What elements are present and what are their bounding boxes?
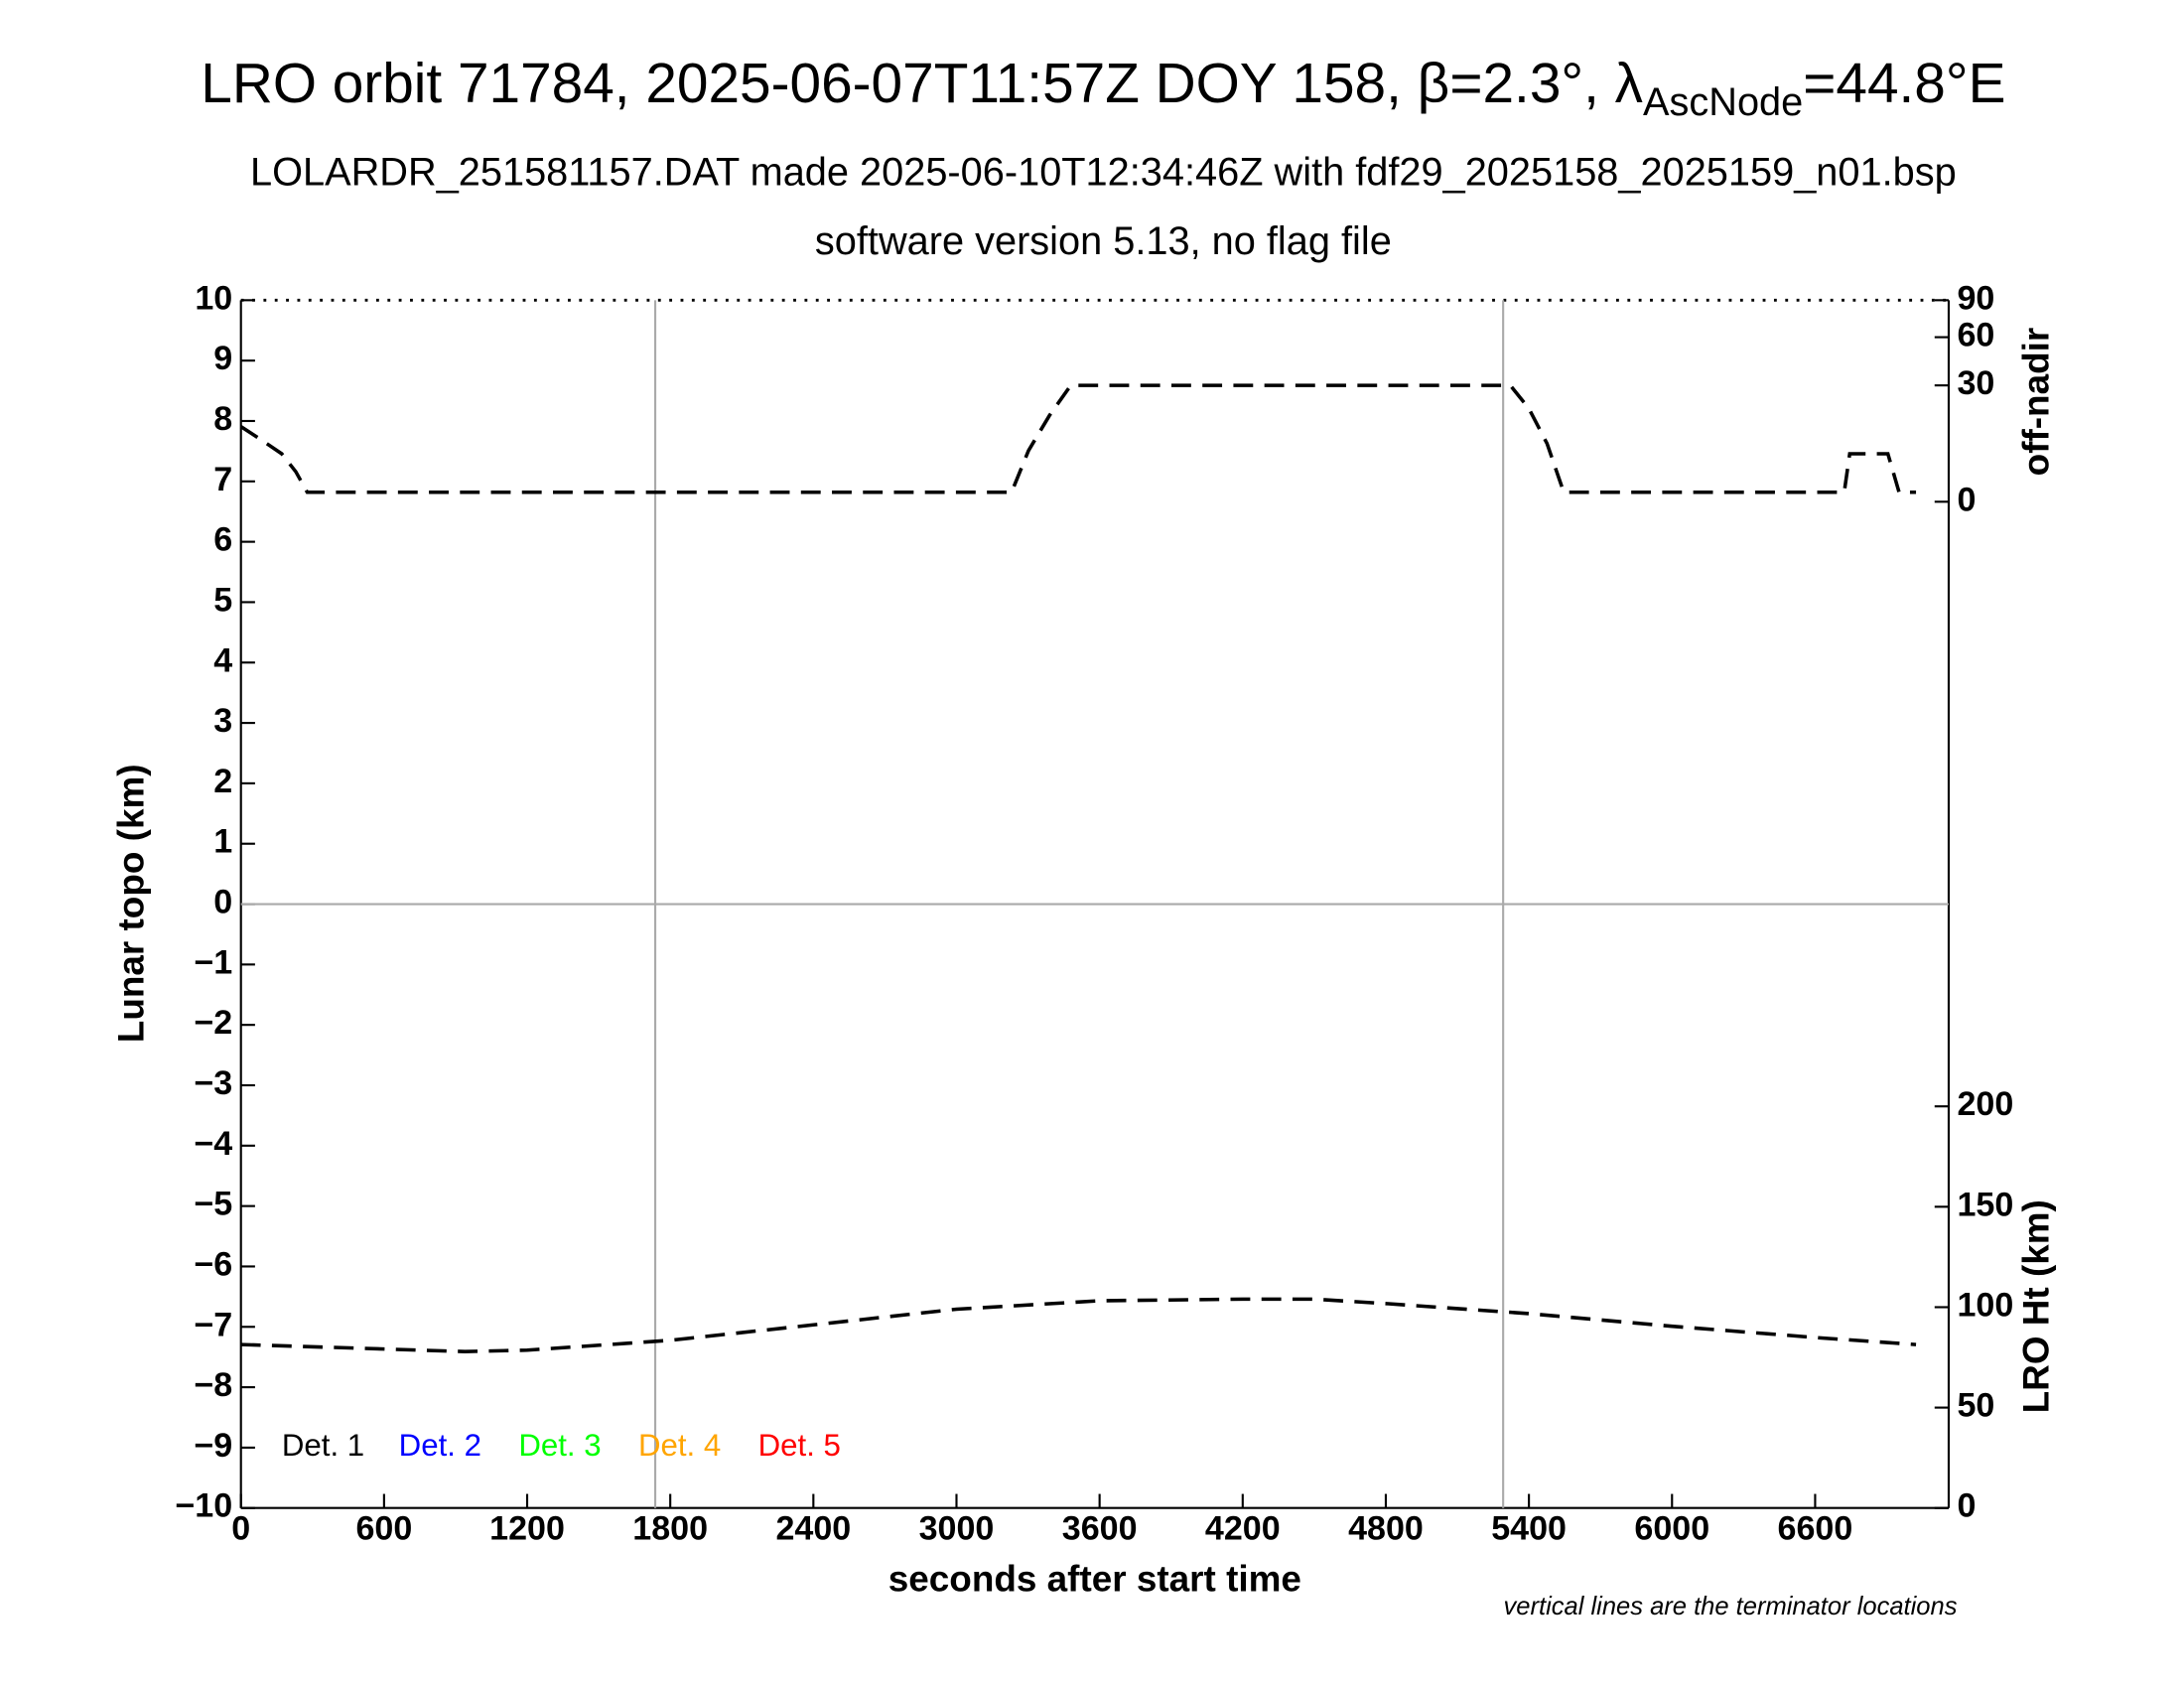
y-tick-label: −8 xyxy=(194,1366,232,1404)
y-tick-label: 0 xyxy=(213,884,232,921)
y2-axis-label: off-nadir xyxy=(2016,328,2057,477)
x-tick-label: 600 xyxy=(355,1509,412,1547)
x-tick-label: 2400 xyxy=(775,1509,851,1547)
x-tick-label: 3000 xyxy=(919,1509,995,1547)
subtitle: software version 5.13, no flag file xyxy=(815,219,1392,263)
y2-tick-label: 60 xyxy=(1957,317,1994,354)
legend-entry: Det. 2 xyxy=(399,1428,481,1463)
y-tick-label: 8 xyxy=(213,400,232,438)
y-axis-label: Lunar topo (km) xyxy=(111,764,152,1043)
legend-entry: Det. 1 xyxy=(282,1428,364,1463)
x-tick-label: 0 xyxy=(231,1509,250,1547)
y2-tick-label: 30 xyxy=(1957,364,1994,402)
y-tick-label: 6 xyxy=(213,521,232,559)
title-part: LRO orbit 71784, 2025-06-07T11:57Z DOY 1… xyxy=(201,53,1643,115)
y-tick-label: −2 xyxy=(194,1004,232,1042)
x-tick-label: 4800 xyxy=(1348,1509,1424,1547)
y-tick-label: −9 xyxy=(194,1427,232,1465)
y3-tick-label: 50 xyxy=(1957,1387,1994,1425)
y2-tick-label: 0 xyxy=(1957,481,1976,518)
y-tick-label: −5 xyxy=(194,1186,232,1223)
title-part: =44.8°E xyxy=(1803,53,2005,115)
note: vertical lines are the terminator locati… xyxy=(1504,1593,1958,1620)
y-tick-label: −1 xyxy=(194,943,232,981)
y-tick-label: −4 xyxy=(194,1125,232,1163)
x-tick-label: 4200 xyxy=(1205,1509,1281,1547)
y-tick-label: 2 xyxy=(213,763,232,800)
y-tick-label: 9 xyxy=(213,340,232,377)
x-tick-label: 6000 xyxy=(1634,1509,1709,1547)
y-tick-label: −10 xyxy=(175,1487,232,1525)
chart-title: LRO orbit 71784, 2025-06-07T11:57Z DOY 1… xyxy=(201,53,2005,124)
y3-tick-label: 0 xyxy=(1957,1487,1976,1525)
y-tick-label: 3 xyxy=(213,702,232,740)
y3-tick-label: 200 xyxy=(1957,1085,2013,1123)
y-tick-label: −6 xyxy=(194,1245,232,1283)
data-line xyxy=(239,383,1917,494)
y-tick-label: 1 xyxy=(213,823,232,861)
y2-tick-label: 90 xyxy=(1957,279,1994,317)
x-tick-label: 1200 xyxy=(489,1509,565,1547)
y-tick-label: −3 xyxy=(194,1064,232,1102)
y-tick-label: 10 xyxy=(195,279,232,317)
y-tick-label: 4 xyxy=(213,641,232,679)
x-tick-label: 3600 xyxy=(1062,1509,1138,1547)
legend-entry: Det. 3 xyxy=(518,1428,601,1463)
title-subscript: AscNode xyxy=(1643,80,1803,124)
x-tick-label: 5400 xyxy=(1491,1509,1567,1547)
x-tick-label: 6600 xyxy=(1778,1509,1853,1547)
y3-tick-label: 100 xyxy=(1957,1286,2013,1324)
y3-axis-label: LRO Ht (km) xyxy=(2016,1199,2057,1413)
y3-tick-label: 150 xyxy=(1957,1186,2013,1223)
legend-entry: Det. 5 xyxy=(758,1428,841,1463)
x-tick-label: 1800 xyxy=(632,1509,708,1547)
y-tick-label: −7 xyxy=(194,1306,232,1343)
legend-entry: Det. 4 xyxy=(638,1428,721,1463)
y-tick-label: 5 xyxy=(213,581,232,619)
subtitle: LOLARDR_251581157.DAT made 2025-06-10T12… xyxy=(250,151,1957,195)
data-line xyxy=(240,1297,1917,1353)
x-axis-label: seconds after start time xyxy=(888,1558,1301,1599)
y-tick-label: 7 xyxy=(213,461,232,498)
